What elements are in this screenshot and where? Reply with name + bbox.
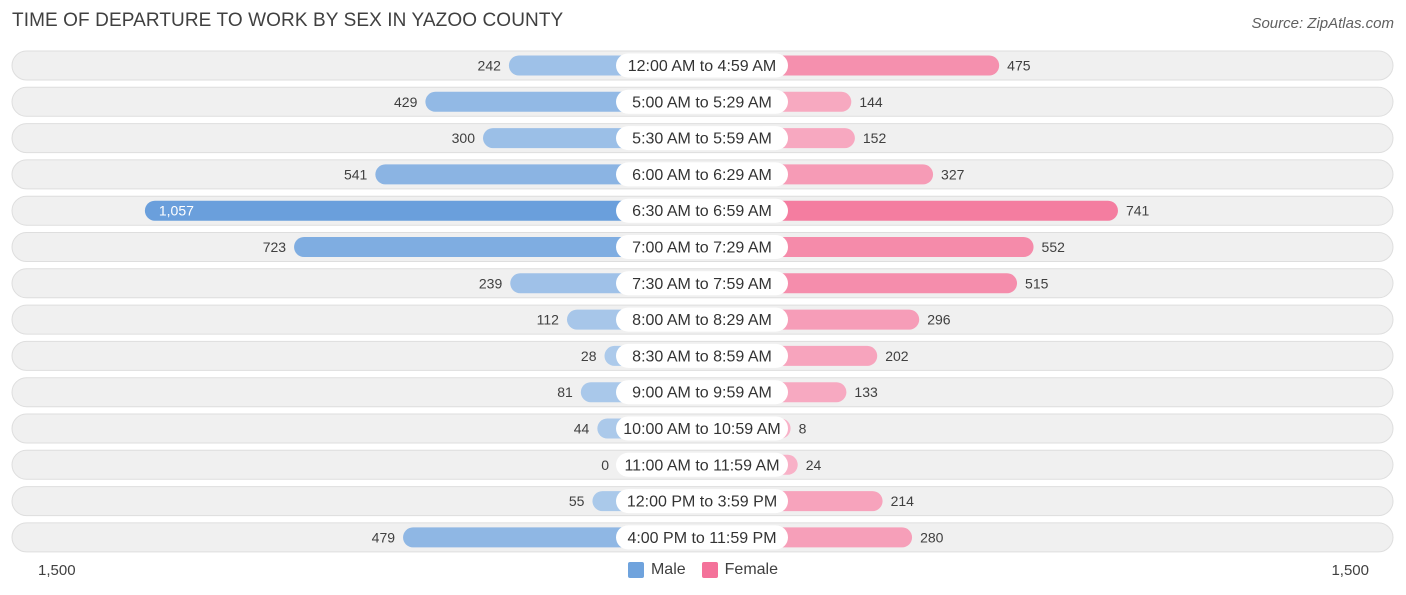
legend-swatch-female xyxy=(701,562,718,578)
value-label-male: 300 xyxy=(452,130,476,146)
category-label-bg xyxy=(616,343,788,368)
category-label: 8:30 AM to 8:59 AM xyxy=(632,348,772,365)
value-label-male: 479 xyxy=(372,529,396,545)
category-label-bg xyxy=(616,53,788,78)
value-label-female: 552 xyxy=(1042,239,1066,255)
category-label: 5:00 AM to 5:29 AM xyxy=(632,94,772,111)
category-label-bg xyxy=(616,380,788,405)
value-label-male: 44 xyxy=(574,421,590,437)
value-label-male: 0 xyxy=(601,457,609,473)
bar-female xyxy=(702,200,1118,221)
value-label-male: 541 xyxy=(344,166,368,182)
value-label-female: 202 xyxy=(885,348,909,364)
legend-item-female[interactable]: Female xyxy=(701,561,779,579)
value-label-female: 515 xyxy=(1025,275,1049,291)
category-label: 7:30 AM to 7:59 AM xyxy=(632,276,772,293)
category-label: 7:00 AM to 7:29 AM xyxy=(632,240,772,257)
value-label-female: 741 xyxy=(1126,203,1150,219)
value-label-female: 152 xyxy=(863,130,887,146)
legend-item-male[interactable]: Male xyxy=(627,561,686,579)
category-label-bg xyxy=(616,416,788,441)
category-label-bg xyxy=(616,89,788,114)
value-label-male: 28 xyxy=(581,348,597,364)
value-label-female: 475 xyxy=(1007,58,1031,74)
value-label-female: 214 xyxy=(891,493,915,509)
value-label-male: 239 xyxy=(479,275,503,291)
category-label-bg xyxy=(616,126,788,151)
axis-label-left: 1,500 xyxy=(38,562,76,579)
category-label-bg xyxy=(616,525,788,550)
chart-title: TIME OF DEPARTURE TO WORK BY SEX IN YAZO… xyxy=(12,10,564,31)
legend-swatch-male xyxy=(627,562,644,578)
category-label-bg xyxy=(616,162,788,187)
value-label-female: 327 xyxy=(941,166,965,182)
value-label-female: 133 xyxy=(854,384,878,400)
value-label-male: 242 xyxy=(478,58,502,74)
category-label: 6:30 AM to 6:59 AM xyxy=(632,203,772,220)
category-label-bg xyxy=(616,198,788,223)
value-label-male: 723 xyxy=(263,239,287,255)
category-label: 12:00 PM to 3:59 PM xyxy=(627,494,777,511)
category-label: 10:00 AM to 10:59 AM xyxy=(623,421,780,438)
legend-label-male: Male xyxy=(650,561,686,578)
category-label: 8:00 AM to 8:29 AM xyxy=(632,312,772,329)
value-label-female: 8 xyxy=(799,421,807,437)
value-label-male: 55 xyxy=(569,493,585,509)
category-label: 11:00 AM to 11:59 AM xyxy=(624,457,779,474)
value-label-male: 112 xyxy=(537,312,560,328)
value-label-male: 429 xyxy=(394,94,418,110)
value-label-female: 280 xyxy=(920,529,944,545)
value-label-female: 24 xyxy=(806,457,822,473)
axis-label-right: 1,500 xyxy=(1331,562,1369,579)
value-label-female: 296 xyxy=(927,312,951,328)
category-label: 12:00 AM to 4:59 AM xyxy=(628,58,777,75)
bar-male xyxy=(144,200,702,221)
value-label-male: 1,057 xyxy=(159,203,194,219)
value-label-female: 144 xyxy=(859,94,883,110)
chart-plot: 12:00 AM to 4:59 AM 242 475 5:00 AM to 5:29… xyxy=(11,50,1394,553)
category-label-bg xyxy=(616,235,788,259)
category-label-bg xyxy=(616,489,788,514)
category-label: 4:00 PM to 11:59 PM xyxy=(627,530,776,547)
category-label-bg xyxy=(616,307,788,332)
category-label-bg xyxy=(616,452,788,477)
category-label: 6:00 AM to 6:29 AM xyxy=(632,167,772,184)
legend: Male Female xyxy=(0,561,1406,579)
category-label: 9:00 AM to 9:59 AM xyxy=(632,385,772,402)
source-label: Source: ZipAtlas.com xyxy=(1251,15,1394,32)
category-label-bg xyxy=(616,271,788,296)
category-label: 5:30 AM to 5:59 AM xyxy=(632,131,772,148)
value-label-male: 81 xyxy=(557,384,573,400)
bar-male xyxy=(294,237,702,257)
legend-label-female: Female xyxy=(724,561,779,578)
